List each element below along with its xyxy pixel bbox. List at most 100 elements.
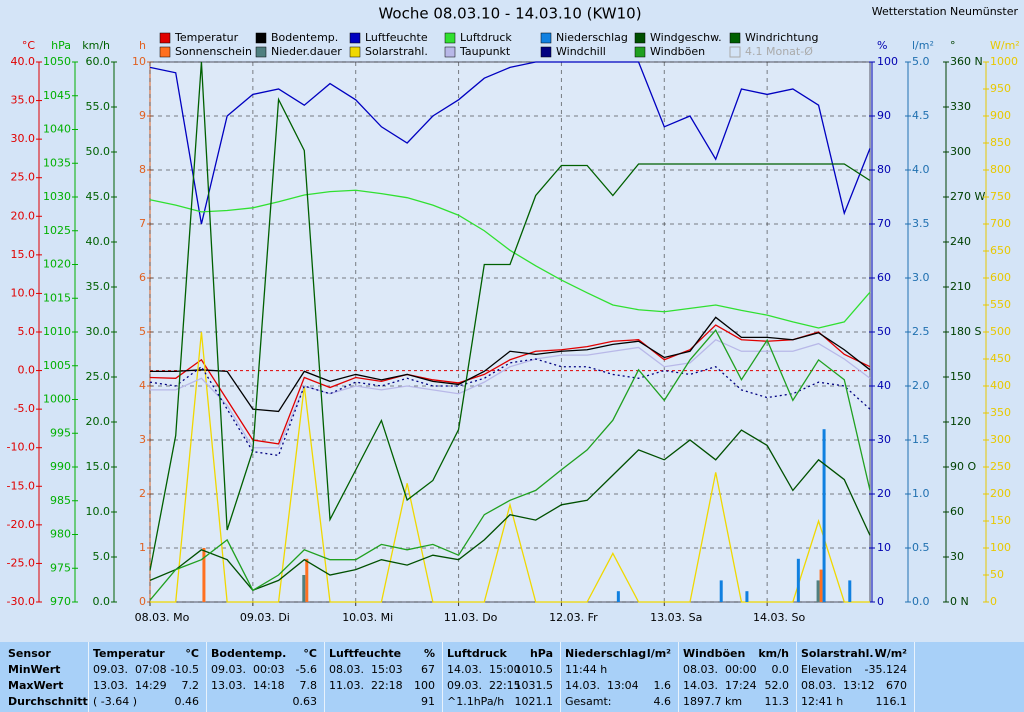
tick-label: 450 <box>990 352 1011 365</box>
tick-label: 970 <box>50 595 71 608</box>
tick-label: 1.5 <box>912 433 930 446</box>
tick-label: 800 <box>990 163 1011 176</box>
tick-label: 3.5 <box>912 217 930 230</box>
tick-label: 1045 <box>43 89 71 102</box>
table-cell: Niederschlag <box>565 647 647 660</box>
tick-label: 0 <box>139 595 146 608</box>
table-cell: 4.6 <box>653 695 672 708</box>
bar <box>816 580 820 602</box>
table-cell: 11:44 h <box>565 663 608 676</box>
tick-label: 1010 <box>43 325 71 338</box>
table-column: Luftdruck hPa 14.03. 15:00 1010.5 09.03. 22:… <box>442 642 559 712</box>
tick-label: 990 <box>50 460 71 473</box>
legend-swatch <box>255 32 267 44</box>
tick-label: 120 <box>950 415 971 428</box>
tick-label: 4 <box>139 379 146 392</box>
table-cell: 670 <box>886 679 907 692</box>
table-cell: km/h <box>758 647 789 660</box>
tick-label: 650 <box>990 244 1011 257</box>
table-cell: Temperatur <box>93 647 165 660</box>
legend-swatch <box>159 46 171 58</box>
legend-label: Solarstrahl. <box>365 45 428 58</box>
tick-label: 1040 <box>43 123 71 136</box>
table-column: Temperatur °C 09.03. 07:08 -10.5 13.03. 14:2… <box>88 642 205 712</box>
tick-label: 1005 <box>43 359 71 372</box>
legend-swatch <box>540 32 552 44</box>
tick-label: 70 <box>877 217 891 230</box>
tick-label: 10.0 <box>11 286 36 299</box>
tick-label: 6 <box>139 271 146 284</box>
table-cell: Sensor <box>8 647 51 660</box>
tick-label: 35.0 <box>86 280 111 293</box>
tick-label: 270 W <box>950 190 985 203</box>
tick-label: 350 <box>990 406 1011 419</box>
tick-label: 30.0 <box>86 325 111 338</box>
table-border <box>914 642 916 712</box>
table-cell: % <box>423 647 435 660</box>
table-cell: 14.03. 15:00 <box>447 663 521 676</box>
tick-label: 1000 <box>43 393 71 406</box>
tick-label: 4.5 <box>912 109 930 122</box>
tick-label: 850 <box>990 136 1011 149</box>
table-cell: 1010.5 <box>514 663 554 676</box>
axis-unit: l/m² <box>912 39 934 52</box>
legend-label: Sonnenschein <box>175 45 252 58</box>
tick-label: 150 <box>950 370 971 383</box>
table-cell: 08.03. 13:12 <box>801 679 875 692</box>
legend-swatch <box>634 46 646 58</box>
series-line <box>149 429 871 592</box>
legend-swatch <box>634 32 646 44</box>
tick-label: 0.0 <box>93 595 111 608</box>
legend-swatch <box>349 46 361 58</box>
table-cell: 116.1 <box>875 695 908 708</box>
x-tick-label: 11.03. Do <box>444 611 498 624</box>
tick-label: 950 <box>990 82 1011 95</box>
tick-label: 210 <box>950 280 971 293</box>
tick-label: 600 <box>990 271 1011 284</box>
tick-label: 1035 <box>43 156 71 169</box>
table-cell: 1021.1 <box>514 695 554 708</box>
tick-label: 15.0 <box>86 460 111 473</box>
table-cell: 0.0 <box>771 663 790 676</box>
table-cell: -10.5 <box>170 663 199 676</box>
table-cell: Durchschnitt <box>8 695 88 708</box>
table-cell: 1897.7 km <box>683 695 743 708</box>
tick-label: 5.0 <box>93 550 111 563</box>
tick-label: 0.0 <box>18 364 36 377</box>
table-cell: Gesamt: <box>565 695 612 708</box>
series-line <box>149 324 871 445</box>
tick-label: 20 <box>877 487 891 500</box>
tick-label: 300 <box>990 433 1011 446</box>
tick-label: 50 <box>877 325 891 338</box>
tick-label: 35.0 <box>11 94 36 107</box>
tick-label: 25.0 <box>86 370 111 383</box>
tick-label: 1 <box>139 541 146 554</box>
table-cell: -35.124 <box>864 663 907 676</box>
table-cell: ^1.1hPa/h <box>447 695 505 708</box>
tick-label: 0.0 <box>912 595 930 608</box>
series-line <box>149 329 871 601</box>
tick-label: 90 <box>877 109 891 122</box>
x-tick-label: 10.03. Mi <box>342 611 393 624</box>
tick-label: -10.0 <box>7 441 35 454</box>
table-cell: 100 <box>414 679 435 692</box>
table-cell: l/m² <box>646 647 671 660</box>
table-cell: 13.03. 14:29 <box>93 679 167 692</box>
tick-label: 10 <box>877 541 891 554</box>
table-cell: 52.0 <box>764 679 790 692</box>
table-column: Niederschlag l/m² 11:44 h 14.03. 13:04 1.6 Ge… <box>560 642 677 712</box>
tick-label: 980 <box>50 528 71 541</box>
table-cell: 0.46 <box>174 695 200 708</box>
legend-checkbox <box>729 46 741 58</box>
tick-label: 0 <box>877 595 884 608</box>
tick-label: 45.0 <box>86 190 111 203</box>
tick-label: 5.0 <box>912 55 930 68</box>
tick-label: -15.0 <box>7 479 35 492</box>
tick-label: 40 <box>877 379 891 392</box>
tick-label: 975 <box>50 561 71 574</box>
tick-label: 1000 <box>990 55 1018 68</box>
bar <box>848 580 852 602</box>
series-line <box>150 316 871 413</box>
legend-swatch <box>444 46 456 58</box>
table-cell: 67 <box>421 663 435 676</box>
